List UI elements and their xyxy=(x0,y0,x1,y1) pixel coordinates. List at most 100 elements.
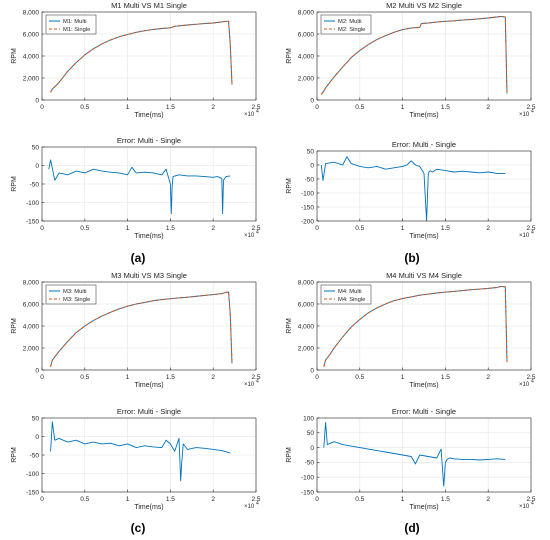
y-axis-label: RPM xyxy=(11,48,18,64)
x-axis-multiplier: ×10 xyxy=(244,112,255,118)
x-tick-label: 1.5 xyxy=(441,496,450,503)
y-tick-label: -50 xyxy=(30,452,40,459)
y-tick-label: 0 xyxy=(35,367,39,374)
axes-frame xyxy=(316,417,532,493)
x-tick-label: 2 xyxy=(211,225,215,232)
series-line-1 xyxy=(48,159,231,215)
x-tick-label: 2.5 xyxy=(526,225,535,232)
x-tick-label: 2.5 xyxy=(526,104,535,111)
chart-title: M1 Multi VS M1 Single xyxy=(111,1,187,10)
x-tick-label: 1 xyxy=(126,374,130,381)
x-axis-multiplier: ×10 xyxy=(244,504,255,510)
y-tick-label: 2,000 xyxy=(23,75,40,82)
x-tick-label: 0 xyxy=(315,225,319,232)
chart-title: M4 Multi VS M4 Single xyxy=(386,271,462,280)
y-axis-label: RPM xyxy=(286,318,293,334)
y-tick-label: 8,000 xyxy=(23,279,40,286)
y-tick-label: -150 xyxy=(26,489,39,496)
y-tick-label: 2,000 xyxy=(298,345,315,352)
x-tick-label: 1 xyxy=(401,104,405,111)
y-tick-label: 6,000 xyxy=(23,31,40,38)
legend-box xyxy=(320,14,372,35)
x-tick-label: 1 xyxy=(126,225,130,232)
legend-label-1: M3: Multi xyxy=(63,289,87,295)
y-tick-label: 0 xyxy=(35,163,39,170)
x-axis-multiplier: ×10 xyxy=(519,382,530,388)
x-tick-label: 2 xyxy=(486,496,490,503)
legend-label-2: M1: Single xyxy=(63,27,90,33)
x-tick-label: 0 xyxy=(40,374,44,381)
y-tick-label: 0 xyxy=(35,97,39,104)
series-line-1 xyxy=(50,421,231,482)
y-tick-label: 6,000 xyxy=(23,301,40,308)
x-tick-label: 2.5 xyxy=(251,496,260,503)
panel-label-c: (c) xyxy=(131,521,146,535)
chart-title: M3 Multi VS M3 Single xyxy=(111,271,187,280)
series-line-1 xyxy=(320,156,506,222)
chart-4: 0 0.5 1 1.5 2 2.5 -200 -150 -100 -50 0 50 Error: Mul… xyxy=(286,140,536,240)
y-tick-label: -100 xyxy=(301,475,314,482)
x-tick-label: 1 xyxy=(126,104,130,111)
chart-5: 0 0.5 1 1.5 2 2.5 0 2,000 4,000 6,000 8,000 M3 Mult… xyxy=(11,271,261,389)
x-tick-label: 0.5 xyxy=(355,104,364,111)
y-tick-label: 2,000 xyxy=(23,345,40,352)
y-tick-label: -100 xyxy=(301,190,314,197)
y-tick-label: -100 xyxy=(26,471,39,478)
y-axis-label: RPM xyxy=(286,447,293,463)
panel-label-b: (b) xyxy=(404,251,419,265)
x-tick-label: 0.5 xyxy=(80,374,89,381)
x-tick-label: 2.5 xyxy=(251,104,260,111)
y-tick-label: -200 xyxy=(301,218,314,225)
y-tick-label: 0 xyxy=(310,367,314,374)
x-axis-label: Time(ms) xyxy=(134,382,163,389)
x-tick-label: 1.5 xyxy=(166,225,175,232)
x-tick-label: 0.5 xyxy=(355,496,364,503)
x-axis-multiplier-exponent: 4 xyxy=(256,230,259,236)
series-line-2 xyxy=(320,15,508,95)
x-tick-label: 2 xyxy=(211,104,215,111)
y-tick-label: 8,000 xyxy=(298,279,315,286)
chart-title: Error: Multi - Single xyxy=(117,136,181,145)
y-tick-label: 4,000 xyxy=(23,53,40,60)
y-tick-label: -50 xyxy=(30,181,40,188)
x-axis-multiplier-exponent: 4 xyxy=(256,379,259,385)
x-tick-label: 2.5 xyxy=(526,496,535,503)
x-tick-label: 0 xyxy=(315,104,319,111)
x-tick-label: 0 xyxy=(40,225,44,232)
x-tick-label: 1 xyxy=(401,496,405,503)
y-tick-label: -150 xyxy=(26,218,39,225)
x-tick-label: 2 xyxy=(486,104,490,111)
legend-box xyxy=(45,14,97,35)
x-tick-label: 0.5 xyxy=(80,225,89,232)
chart-8: 0 0.5 1 1.5 2 2.5 -150 -100 -50 0 50 100 Error: Mult… xyxy=(286,407,536,511)
series-line-2 xyxy=(50,291,233,367)
x-tick-label: 2 xyxy=(486,374,490,381)
y-tick-label: -50 xyxy=(305,460,315,467)
legend-box xyxy=(320,284,372,305)
y-tick-label: -150 xyxy=(301,204,314,211)
x-axis-label: Time(ms) xyxy=(134,233,163,240)
x-tick-label: 2 xyxy=(486,225,490,232)
series-line-2 xyxy=(323,285,508,367)
y-tick-label: -50 xyxy=(305,176,315,183)
y-tick-label: -100 xyxy=(26,200,39,207)
x-tick-label: 0 xyxy=(315,374,319,381)
y-tick-label: 50 xyxy=(32,144,40,151)
x-tick-label: 0.5 xyxy=(355,225,364,232)
panel-label-d: (d) xyxy=(404,521,419,535)
legend-box xyxy=(45,284,97,305)
chart-1: 0 0.5 1 1.5 2 2.5 0 2,000 4,000 6,000 8,000 M1 Mult… xyxy=(11,1,261,119)
y-tick-label: 0 xyxy=(35,434,39,441)
chart-title: Error: Multi - Single xyxy=(392,140,456,149)
series-line-2 xyxy=(50,20,233,93)
y-axis-label: RPM xyxy=(286,48,293,64)
y-tick-label: 50 xyxy=(32,415,40,422)
y-tick-label: 6,000 xyxy=(298,301,315,308)
x-axis-multiplier-exponent: 4 xyxy=(256,109,259,115)
legend-label-2: M3: Single xyxy=(63,297,90,303)
x-axis-label: Time(ms) xyxy=(409,112,438,119)
legend-label-1: M2: Multi xyxy=(338,19,362,25)
series-line-1 xyxy=(323,421,506,487)
x-axis-multiplier-exponent: 4 xyxy=(531,501,534,507)
